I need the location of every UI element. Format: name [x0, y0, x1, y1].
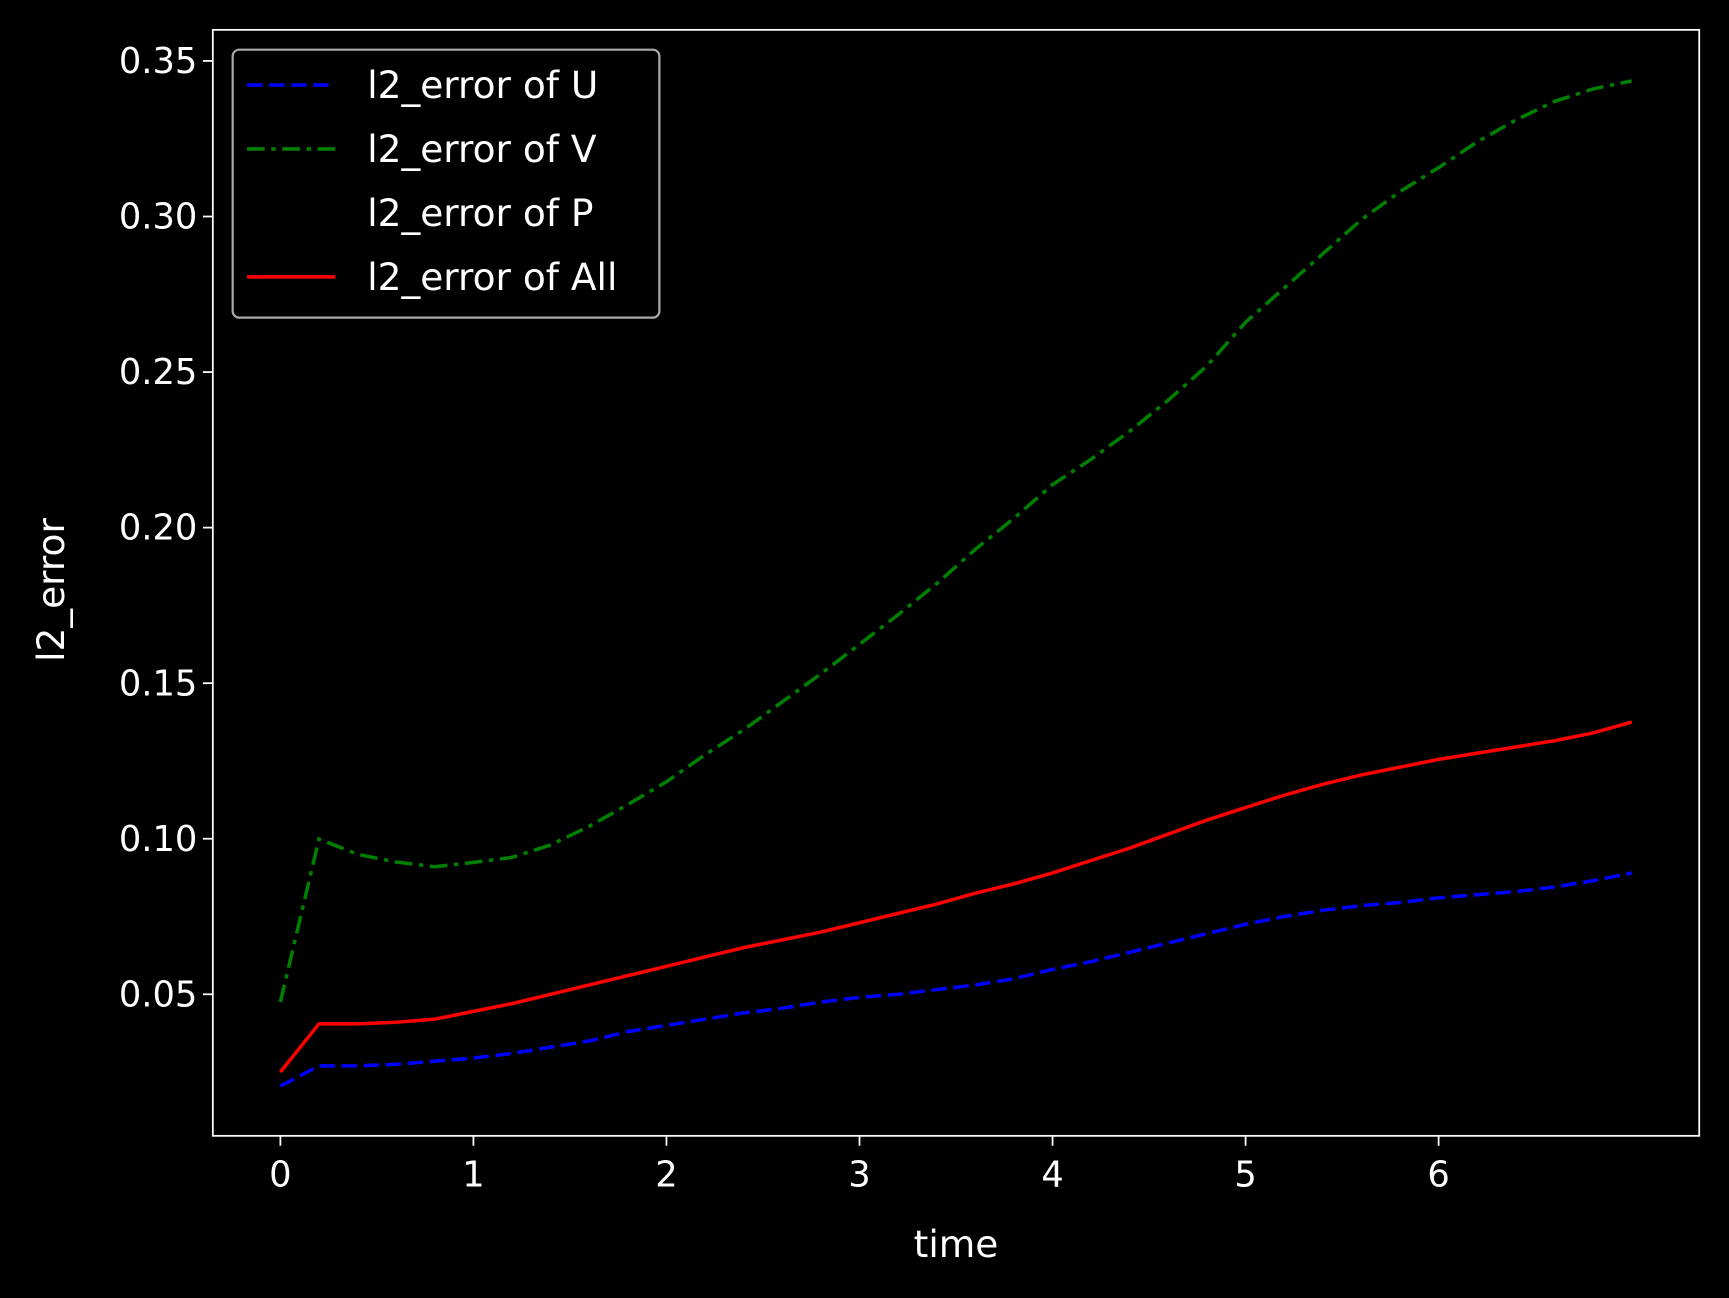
- legend-entry: l2_error of V: [367, 127, 597, 171]
- x-tick-label: 1: [462, 1155, 484, 1196]
- x-axis-label: time: [914, 1222, 999, 1266]
- y-tick-label: 0.15: [119, 663, 198, 704]
- y-tick-label: 0.10: [119, 819, 198, 860]
- y-tick-label: 0.25: [119, 352, 198, 393]
- plot-frame: [211, 28, 1701, 1137]
- y-tick-label: 0.20: [119, 508, 198, 549]
- y-tick-label: 0.30: [119, 197, 198, 238]
- series-line-1: [278, 79, 1633, 1003]
- x-tick-label: 4: [1041, 1155, 1063, 1196]
- series-line-3: [279, 720, 1633, 1074]
- y-tick-label: 0.35: [119, 41, 198, 82]
- x-tick-label: 3: [848, 1155, 870, 1196]
- legend-entry: l2_error of All: [367, 255, 617, 299]
- x-tick-label: 6: [1427, 1155, 1449, 1196]
- legend-entry: l2_error of U: [367, 63, 598, 107]
- x-tick-label: 0: [269, 1155, 291, 1196]
- series-line-0: [279, 871, 1633, 1088]
- y-axis-label: l2_error: [29, 518, 73, 662]
- legend-box: [231, 48, 661, 319]
- y-tick-label: 0.05: [119, 974, 198, 1015]
- x-tick-label: 5: [1234, 1155, 1256, 1196]
- legend-entry: l2_error of P: [367, 191, 593, 235]
- x-tick-label: 2: [655, 1155, 677, 1196]
- legend: l2_error of U l2_error of V l2_error of P l…: [231, 48, 661, 319]
